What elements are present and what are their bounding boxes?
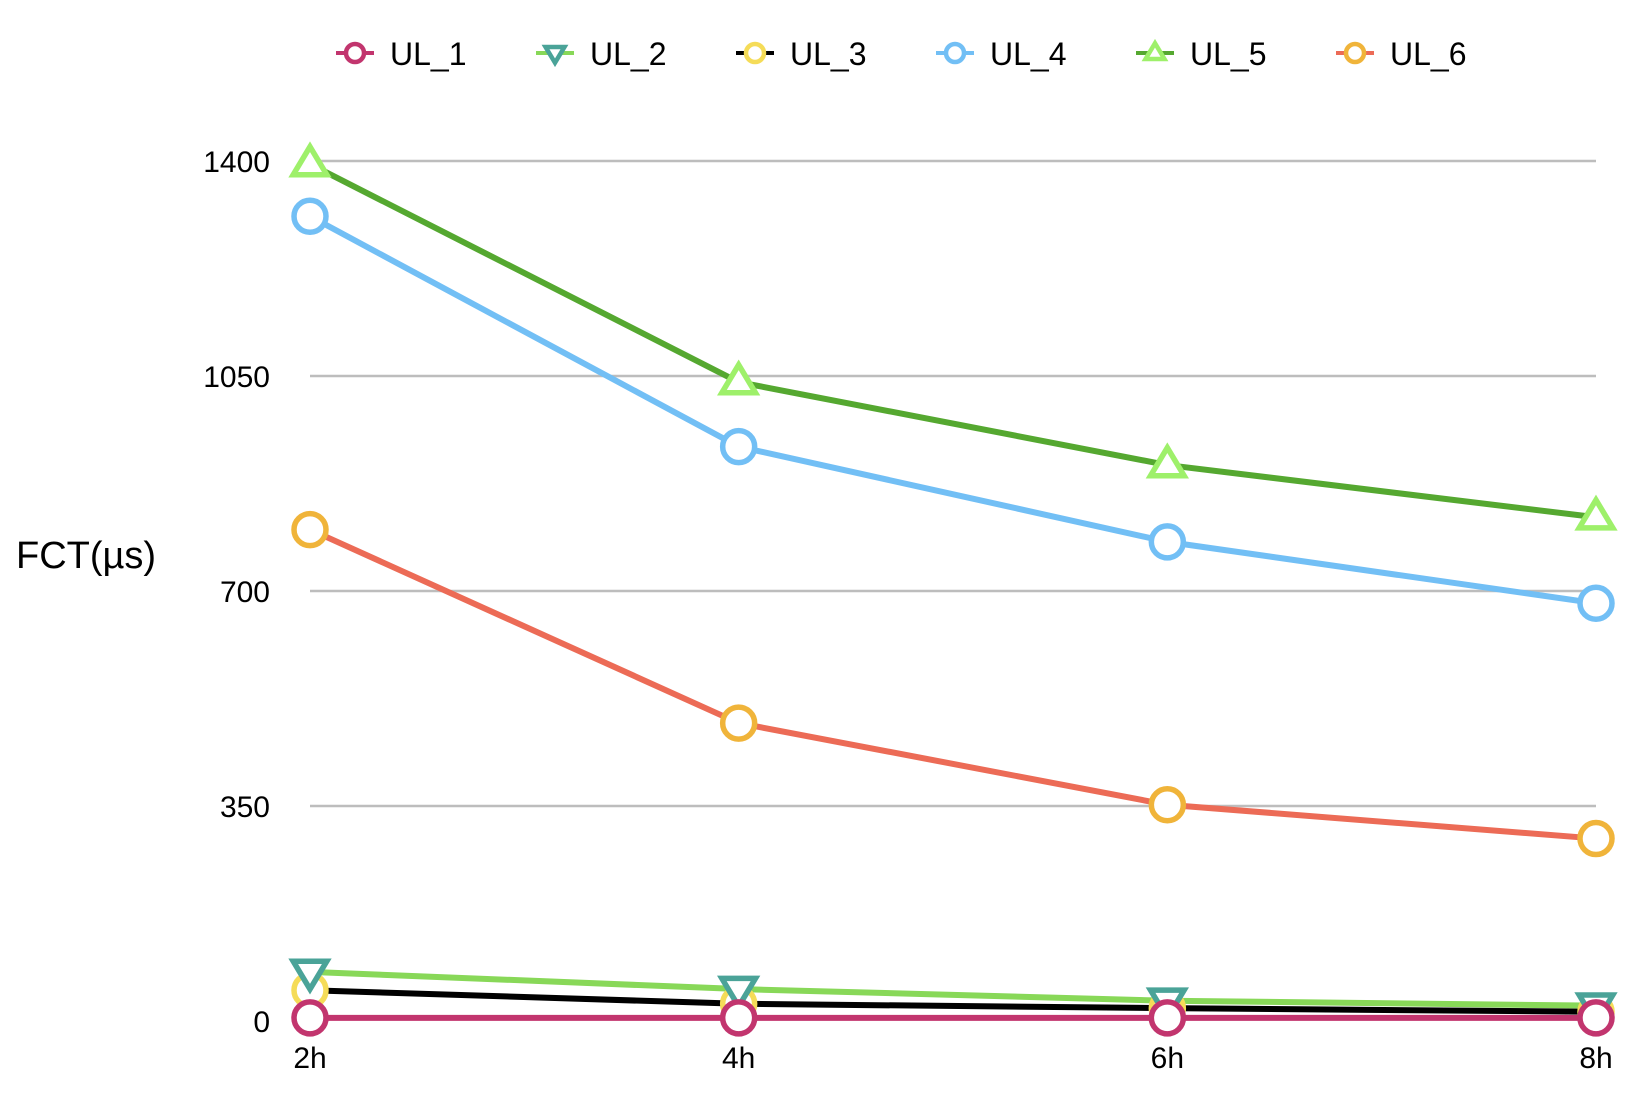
legend-label: UL_4 — [990, 36, 1067, 72]
series-line-ul-6 — [307, 526, 1599, 842]
data-point-ul-5 — [717, 359, 761, 396]
legend-marker — [743, 41, 767, 65]
series-line-ul-5 — [307, 161, 1599, 521]
legend-item-ul-2: UL_2 — [536, 36, 667, 72]
y-tick-label: 0 — [253, 1006, 270, 1039]
gridlines — [310, 159, 1596, 808]
legend-marker — [1141, 38, 1169, 62]
x-tick-label: 8h — [1579, 1042, 1612, 1075]
data-point-ul-5 — [1145, 442, 1189, 479]
data-point-ul-4 — [291, 197, 329, 236]
data-point-ul-6 — [1577, 819, 1615, 858]
x-tick-label: 6h — [1151, 1042, 1184, 1075]
legend-marker — [1343, 41, 1367, 65]
legend-item-ul-6: UL_6 — [1336, 36, 1467, 72]
data-point-ul-4 — [1577, 584, 1615, 623]
series-line-ul-3 — [307, 987, 1599, 1015]
series-markers — [288, 141, 1618, 1037]
legend-label: UL_6 — [1390, 36, 1467, 72]
y-tick-label: 1050 — [203, 361, 270, 394]
data-point-ul-4 — [1148, 523, 1187, 561]
y-tick-label: 350 — [220, 791, 270, 824]
data-point-ul-5 — [288, 141, 332, 178]
x-tick-label: 2h — [293, 1042, 326, 1075]
x-tick-label: 4h — [722, 1042, 755, 1075]
data-point-ul-6 — [1148, 786, 1187, 824]
x-tick-labels: 2h 4h 6h 8h — [293, 1042, 1612, 1075]
data-point-ul-1 — [1148, 999, 1187, 1037]
y-tick-label: 1400 — [203, 146, 270, 179]
data-point-ul-4 — [719, 427, 758, 466]
data-point-ul-2 — [288, 958, 332, 995]
series-line-ul-2 — [307, 968, 1599, 1009]
y-tick-label: 700 — [220, 576, 270, 609]
legend-marker — [343, 41, 367, 65]
series-lines — [307, 161, 1599, 1021]
data-point-ul-1 — [719, 999, 758, 1037]
legend-item-ul-3: UL_3 — [736, 36, 867, 72]
legend-item-ul-5: UL_5 — [1136, 36, 1267, 72]
legend-marker — [541, 44, 569, 68]
y-tick-labels: 0 350 700 1050 1400 — [203, 146, 270, 1039]
legend: UL_1 UL_2 UL_3 UL_4 UL_5 UL_6 — [336, 36, 1467, 72]
data-point-ul-1 — [1577, 999, 1615, 1037]
data-point-ul-2 — [717, 975, 761, 1012]
legend-label: UL_1 — [390, 36, 467, 72]
legend-marker — [943, 41, 967, 65]
legend-item-ul-1: UL_1 — [336, 36, 467, 72]
data-point-ul-1 — [291, 999, 329, 1037]
legend-label: UL_5 — [1190, 36, 1267, 72]
legend-label: UL_3 — [790, 36, 867, 72]
legend-label: UL_2 — [590, 36, 667, 72]
data-point-ul-6 — [719, 704, 758, 742]
y-axis-label: FCT(µs) — [16, 535, 156, 577]
legend-item-ul-4: UL_4 — [936, 36, 1067, 72]
data-point-ul-5 — [1574, 494, 1618, 531]
data-point-ul-6 — [291, 510, 329, 549]
series-line-ul-4 — [307, 213, 1599, 607]
